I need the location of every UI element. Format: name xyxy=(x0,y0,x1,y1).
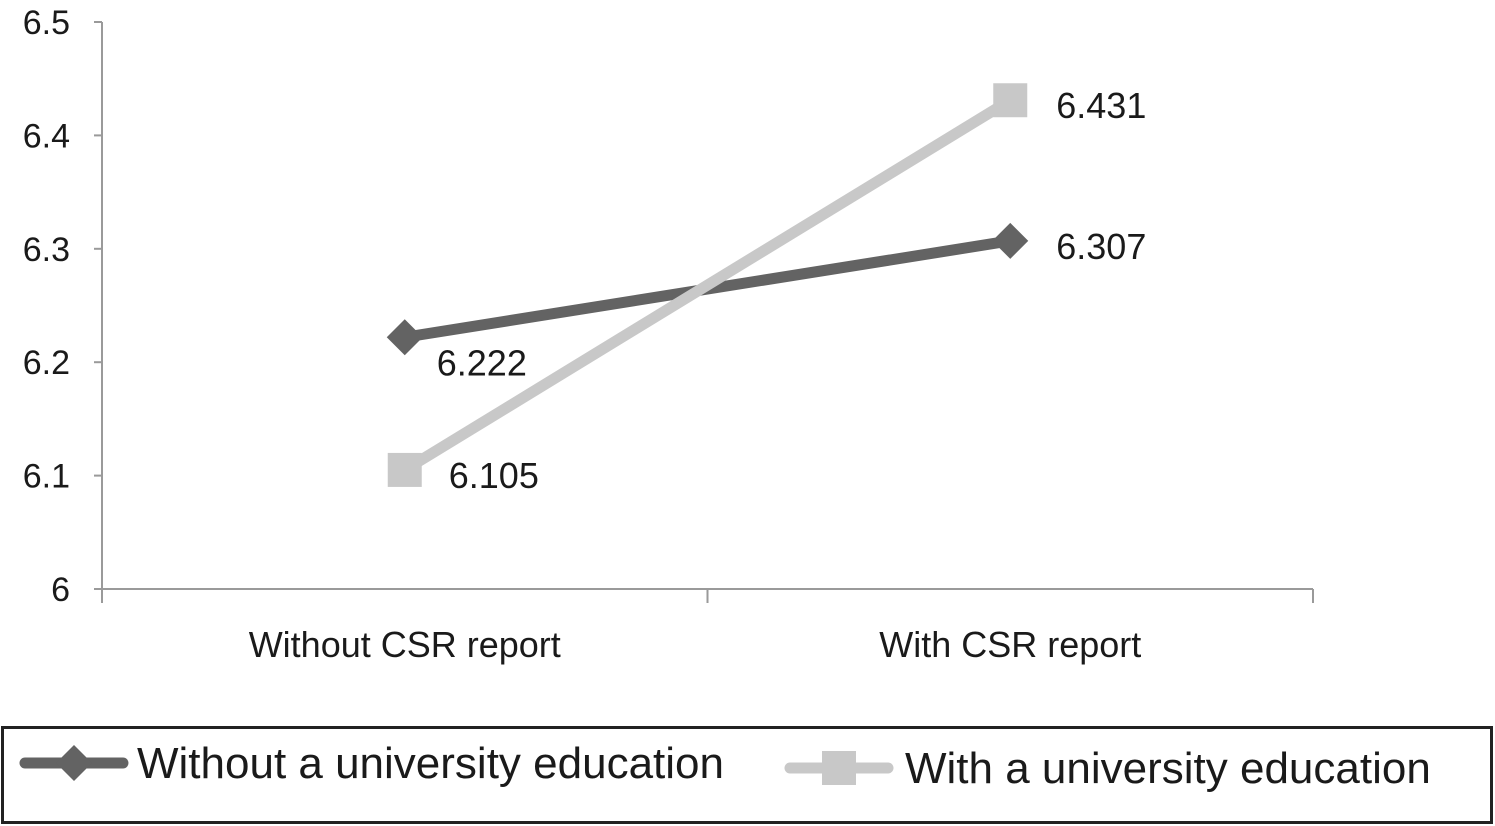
y-tick-label: 6 xyxy=(51,571,70,609)
legend-box xyxy=(1,726,1493,824)
data-label: 6.222 xyxy=(437,342,527,383)
legend-marker-icon xyxy=(822,751,856,785)
legend-label: Without a university education xyxy=(137,739,724,788)
legend-marker-icon xyxy=(56,745,92,781)
data-point-marker xyxy=(993,83,1028,118)
data-label: 6.307 xyxy=(1056,226,1146,267)
y-tick-label: 6.3 xyxy=(23,231,70,269)
y-tick-label: 6.5 xyxy=(23,4,70,42)
legend-label: With a university education xyxy=(905,744,1431,793)
data-label: 6.431 xyxy=(1056,85,1146,126)
y-tick-label: 6.4 xyxy=(23,117,70,155)
data-point-marker xyxy=(386,319,423,356)
data-point-marker xyxy=(992,222,1029,259)
data-point-marker xyxy=(387,452,422,487)
series-line-1 xyxy=(399,94,1016,476)
data-label: 6.105 xyxy=(449,455,539,496)
y-tick-label: 6.1 xyxy=(23,458,70,496)
y-tick-label: 6.2 xyxy=(23,344,70,382)
x-tick-label: With CSR report xyxy=(879,624,1141,665)
x-tick-label: Without CSR report xyxy=(249,624,561,665)
